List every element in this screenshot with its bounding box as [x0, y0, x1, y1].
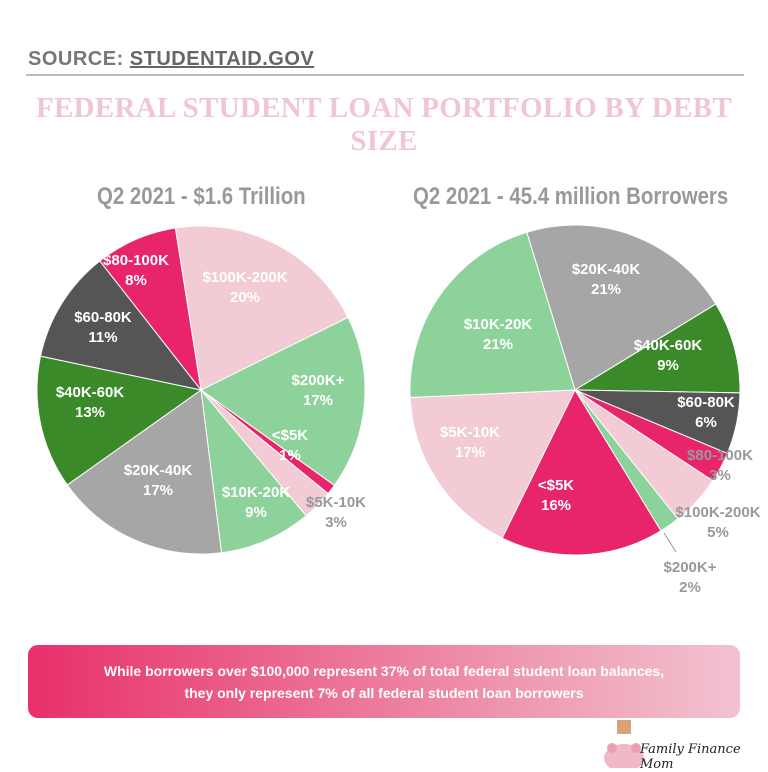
- slice-category-label: $40K-60K: [634, 337, 703, 354]
- pie-slice: [39, 260, 203, 391]
- slice-value-label: 2%: [679, 579, 701, 596]
- pie-slice: [409, 389, 576, 539]
- slice-category-label: <$5K: [272, 427, 308, 444]
- pie-slice: [573, 303, 741, 394]
- slice-category-label: $40K-60K: [56, 384, 125, 401]
- slice-category-label: $20K-40K: [124, 462, 193, 479]
- slice-category-label: $5K-10K: [306, 494, 366, 511]
- pie-slice: [36, 355, 203, 486]
- slice-value-label: 6%: [695, 414, 717, 431]
- page-title: FEDERAL STUDENT LOAN PORTFOLIO BY DEBT S…: [35, 92, 733, 157]
- banner-line-2: they only represent 7% of all federal st…: [184, 684, 584, 701]
- slice-value-label: 5%: [707, 524, 729, 541]
- slice-value-label: 13%: [75, 404, 105, 421]
- summary-banner: While borrowers over $100,000 represent …: [28, 645, 740, 718]
- slice-category-label: $100K-200K: [202, 269, 287, 286]
- slice-value-label: 3%: [325, 514, 347, 531]
- slice-category-label: $60-80K: [74, 309, 132, 326]
- slice-value-label: 16%: [541, 497, 571, 514]
- slice-value-label: 11%: [88, 329, 117, 346]
- pie-slice: [200, 316, 366, 487]
- slice-value-label: 17%: [303, 392, 333, 409]
- left-chart-title: Q2 2021 - $1.6 Trillion: [97, 183, 306, 210]
- pie-slice: [409, 231, 576, 399]
- right-chart-title: Q2 2021 - 45.4 million Borrowers: [413, 183, 729, 210]
- source-label: SOURCE:: [28, 48, 124, 70]
- piggy-bank-icon: [604, 720, 644, 768]
- source-link[interactable]: STUDENTAID.GOV: [129, 48, 315, 70]
- slice-category-label: $200K+: [292, 372, 345, 389]
- pie-slice: [66, 389, 223, 555]
- pie-slice: [526, 224, 717, 391]
- banner-line-1: While borrowers over $100,000 represent …: [103, 662, 665, 679]
- slice-category-label: $10K-20K: [464, 316, 533, 333]
- pie-slice: [501, 388, 662, 556]
- slice-category-label: $80-100K: [687, 447, 753, 464]
- slice-value-label: 3%: [709, 467, 731, 484]
- pie-slice: [200, 388, 307, 554]
- slice-value-label: 1%: [279, 447, 301, 464]
- divider: [26, 74, 744, 76]
- slice-value-label: 17%: [143, 482, 173, 499]
- slice-category-label: $20K-40K: [572, 261, 641, 278]
- slice-value-label: 8%: [125, 272, 147, 289]
- pie-slice: [99, 227, 202, 392]
- slice-category-label: $5K-10K: [440, 424, 500, 441]
- pie-slice: [174, 225, 349, 391]
- slice-category-label: $100K-200K: [675, 504, 760, 521]
- slice-value-label: 21%: [483, 336, 513, 353]
- slice-category-label: $80-100K: [103, 252, 169, 269]
- slice-value-label: 9%: [657, 357, 679, 374]
- source: SOURCE: STUDENTAID.GOV: [28, 48, 314, 71]
- slice-category-label: $200K+: [664, 559, 717, 576]
- slice-value-label: 20%: [230, 289, 260, 306]
- slice-category-label: <$5K: [538, 477, 574, 494]
- slice-value-label: 21%: [591, 281, 621, 298]
- slice-category-label: $10K-20K: [222, 484, 291, 501]
- leader-line: [663, 532, 677, 553]
- slice-value-label: 9%: [245, 504, 267, 521]
- slice-value-label: 17%: [455, 444, 485, 461]
- slice-category-label: $60-80K: [677, 394, 735, 411]
